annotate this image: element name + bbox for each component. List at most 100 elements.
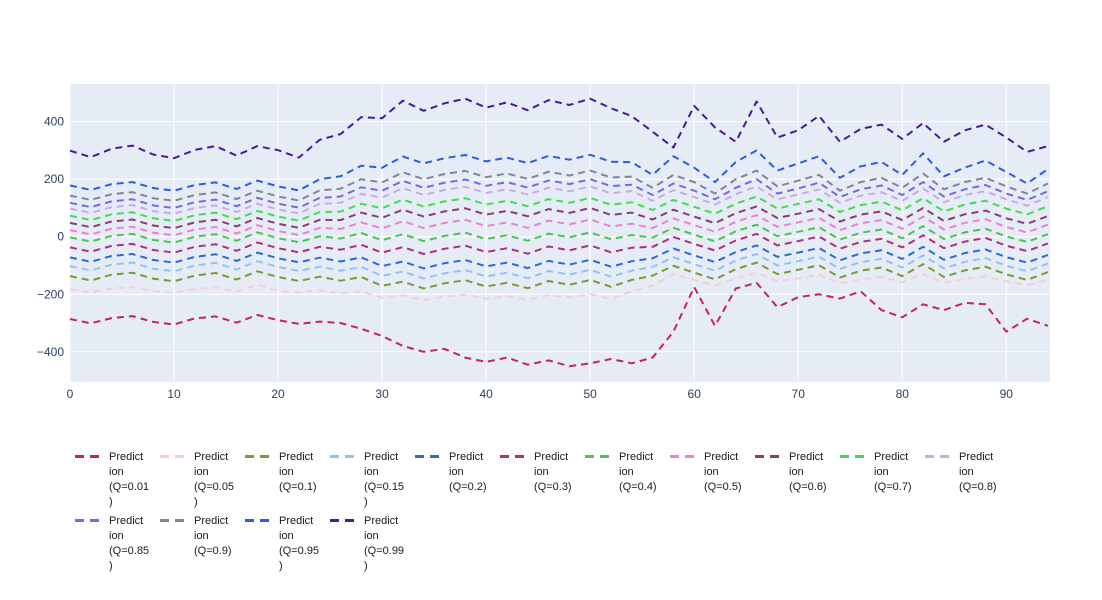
legend-label-line: (Q=0.15 (364, 481, 405, 493)
legend-label-line: ) (364, 496, 368, 508)
y-axis-tick-label: 0 (57, 230, 64, 244)
plot-area (70, 84, 1050, 382)
legend-label: Predict ion (Q=0.8) (959, 450, 997, 495)
legend-label: Predict ion (Q=0.7) (874, 450, 912, 495)
legend-dashed-line-swatch (75, 455, 101, 458)
legend-item-prediction-q0.01[interactable]: Predict ion (Q=0.01) (75, 450, 160, 510)
legend-label-line: Predict (449, 451, 484, 463)
legend-dashed-line-swatch (585, 455, 611, 458)
legend-item-prediction-q0.6[interactable]: Predict ion (Q=0.6) (755, 450, 840, 495)
legend-label-line: (Q=0.95 (279, 545, 320, 557)
legend-label-line: (Q=0.8) (959, 481, 997, 493)
legend-item-prediction-q0.05[interactable]: Predict ion (Q=0.05) (160, 450, 245, 510)
x-axis-tick-label: 70 (792, 387, 806, 401)
legend-dashed-line-swatch (755, 455, 781, 458)
series-line-prediction-q0.3 (69, 232, 1049, 255)
legend-dashed-line-swatch (245, 455, 271, 458)
legend-item-prediction-q0.99[interactable]: Predict ion (Q=0.99) (330, 514, 415, 574)
y-axis-tick-label: 400 (44, 115, 64, 129)
legend-dashed-line-swatch (160, 455, 186, 458)
legend-item-prediction-q0.1[interactable]: Predict ion (Q=0.1) (245, 450, 330, 495)
legend-label: Predict ion (Q=0.3) (534, 450, 572, 495)
series-line-prediction-q0.2 (69, 244, 1049, 270)
series-line-prediction-q0.01 (69, 281, 1049, 368)
legend-label-line: ion (279, 466, 294, 478)
legend-label-line: Predict (874, 451, 909, 463)
legend-label-line: Predict (619, 451, 654, 463)
x-axis-tick-label: 40 (479, 387, 493, 401)
legend-label-line: (Q=0.7) (874, 481, 912, 493)
legend-item-prediction-q0.5[interactable]: Predict ion (Q=0.5) (670, 450, 755, 495)
legend-label: Predict ion (Q=0.2) (449, 450, 487, 495)
legend-row: Predict ion (Q=0.85) Predict ion (Q=0.9) Predi… (75, 514, 1085, 574)
series-line-prediction-q0.05 (69, 271, 1049, 301)
chart-canvas: 0 10 20 30 40 50 60 70 80 90 −400 −200 0 200 400 (37, 84, 1050, 401)
legend-dashed-line-swatch (925, 455, 951, 458)
legend-label-line: (Q=0.99 (364, 545, 405, 557)
legend-label-line: ion (959, 466, 974, 478)
legend-label-line: (Q=0.01 (109, 481, 150, 493)
legend-label-line: ) (279, 560, 283, 572)
legend-dashed-line-swatch (415, 455, 441, 458)
legend-item-prediction-q0.95[interactable]: Predict ion (Q=0.95) (245, 514, 330, 574)
legend-row: Predict ion (Q=0.01) Predict ion (Q=0.05) Pred… (75, 450, 1085, 510)
legend-label-line: (Q=0.1) (279, 481, 317, 493)
legend-label: Predict ion (Q=0.5) (704, 450, 742, 495)
legend-label-line: ion (789, 466, 804, 478)
legend-label-line: ion (619, 466, 634, 478)
series-line-prediction-q0.9 (69, 169, 1049, 202)
legend-label: Predict ion (Q=0.05) (194, 450, 234, 510)
legend-item-prediction-q0.9[interactable]: Predict ion (Q=0.9) (160, 514, 245, 559)
legend-label-line: ion (534, 466, 549, 478)
legend-item-prediction-q0.2[interactable]: Predict ion (Q=0.2) (415, 450, 500, 495)
legend-label: Predict ion (Q=0.01) (109, 450, 149, 510)
x-axis-tick-label: 0 (67, 387, 74, 401)
legend-item-prediction-q0.7[interactable]: Predict ion (Q=0.7) (840, 450, 925, 495)
legend-label-line: (Q=0.6) (789, 481, 827, 493)
legend-label-line: Predict (364, 515, 399, 527)
x-axis-tick-label: 30 (375, 387, 389, 401)
legend-item-prediction-q0.85[interactable]: Predict ion (Q=0.85) (75, 514, 160, 574)
legend-label-line: ) (194, 496, 198, 508)
legend-label: Predict ion (Q=0.85) (109, 514, 149, 574)
legend-label: Predict ion (Q=0.9) (194, 514, 232, 559)
legend-dashed-line-swatch (75, 519, 101, 522)
legend-label-line: Predict (194, 451, 229, 463)
series-line-prediction-q0.5 (69, 214, 1049, 237)
legend-label: Predict ion (Q=0.99) (364, 514, 404, 574)
legend-label: Predict ion (Q=0.95) (279, 514, 319, 574)
legend-dashed-line-swatch (500, 455, 526, 458)
legend-label-line: (Q=0.2) (449, 481, 487, 493)
x-axis-tick-label: 80 (896, 387, 910, 401)
legend-label-line: Predict (959, 451, 994, 463)
series-line-prediction-q0.6 (69, 205, 1049, 230)
legend-label-line: ) (109, 496, 113, 508)
legend-label-line: ) (364, 560, 368, 572)
y-axis-tick-label: −200 (37, 287, 64, 301)
series-line-prediction-q0.8 (69, 185, 1049, 215)
legend-item-prediction-q0.8[interactable]: Predict ion (Q=0.8) (925, 450, 1010, 495)
y-axis-tick-label: −400 (37, 345, 64, 359)
legend-label-line: Predict (109, 515, 144, 527)
legend-label-line: ion (364, 466, 379, 478)
legend-label-line: ) (109, 560, 113, 572)
y-axis-tick-label: 200 (44, 172, 64, 186)
x-axis-tick-label: 50 (583, 387, 597, 401)
legend-label-line: ion (109, 530, 124, 542)
series-line-prediction-q0.15 (69, 253, 1049, 280)
series-line-prediction-q0.7 (69, 195, 1049, 222)
legend-item-prediction-q0.4[interactable]: Predict ion (Q=0.4) (585, 450, 670, 495)
legend-label-line: ion (194, 530, 209, 542)
quantile-prediction-chart: 0 10 20 30 40 50 60 70 80 90 −400 −200 0 200 400 (37, 84, 1050, 401)
chart-legend: Predict ion (Q=0.01) Predict ion (Q=0.05) Pred… (75, 450, 1085, 574)
legend-item-prediction-q0.15[interactable]: Predict ion (Q=0.15) (330, 450, 415, 510)
series-line-prediction-q0.85 (69, 178, 1049, 209)
series-line-prediction-q0.4 (69, 223, 1049, 244)
x-axis-tick-label: 20 (271, 387, 285, 401)
legend-item-prediction-q0.3[interactable]: Predict ion (Q=0.3) (500, 450, 585, 495)
series-line-prediction-q0.95 (69, 149, 1049, 192)
legend-dashed-line-swatch (245, 519, 271, 522)
legend-label-line: ion (364, 530, 379, 542)
legend-label-line: Predict (364, 451, 399, 463)
